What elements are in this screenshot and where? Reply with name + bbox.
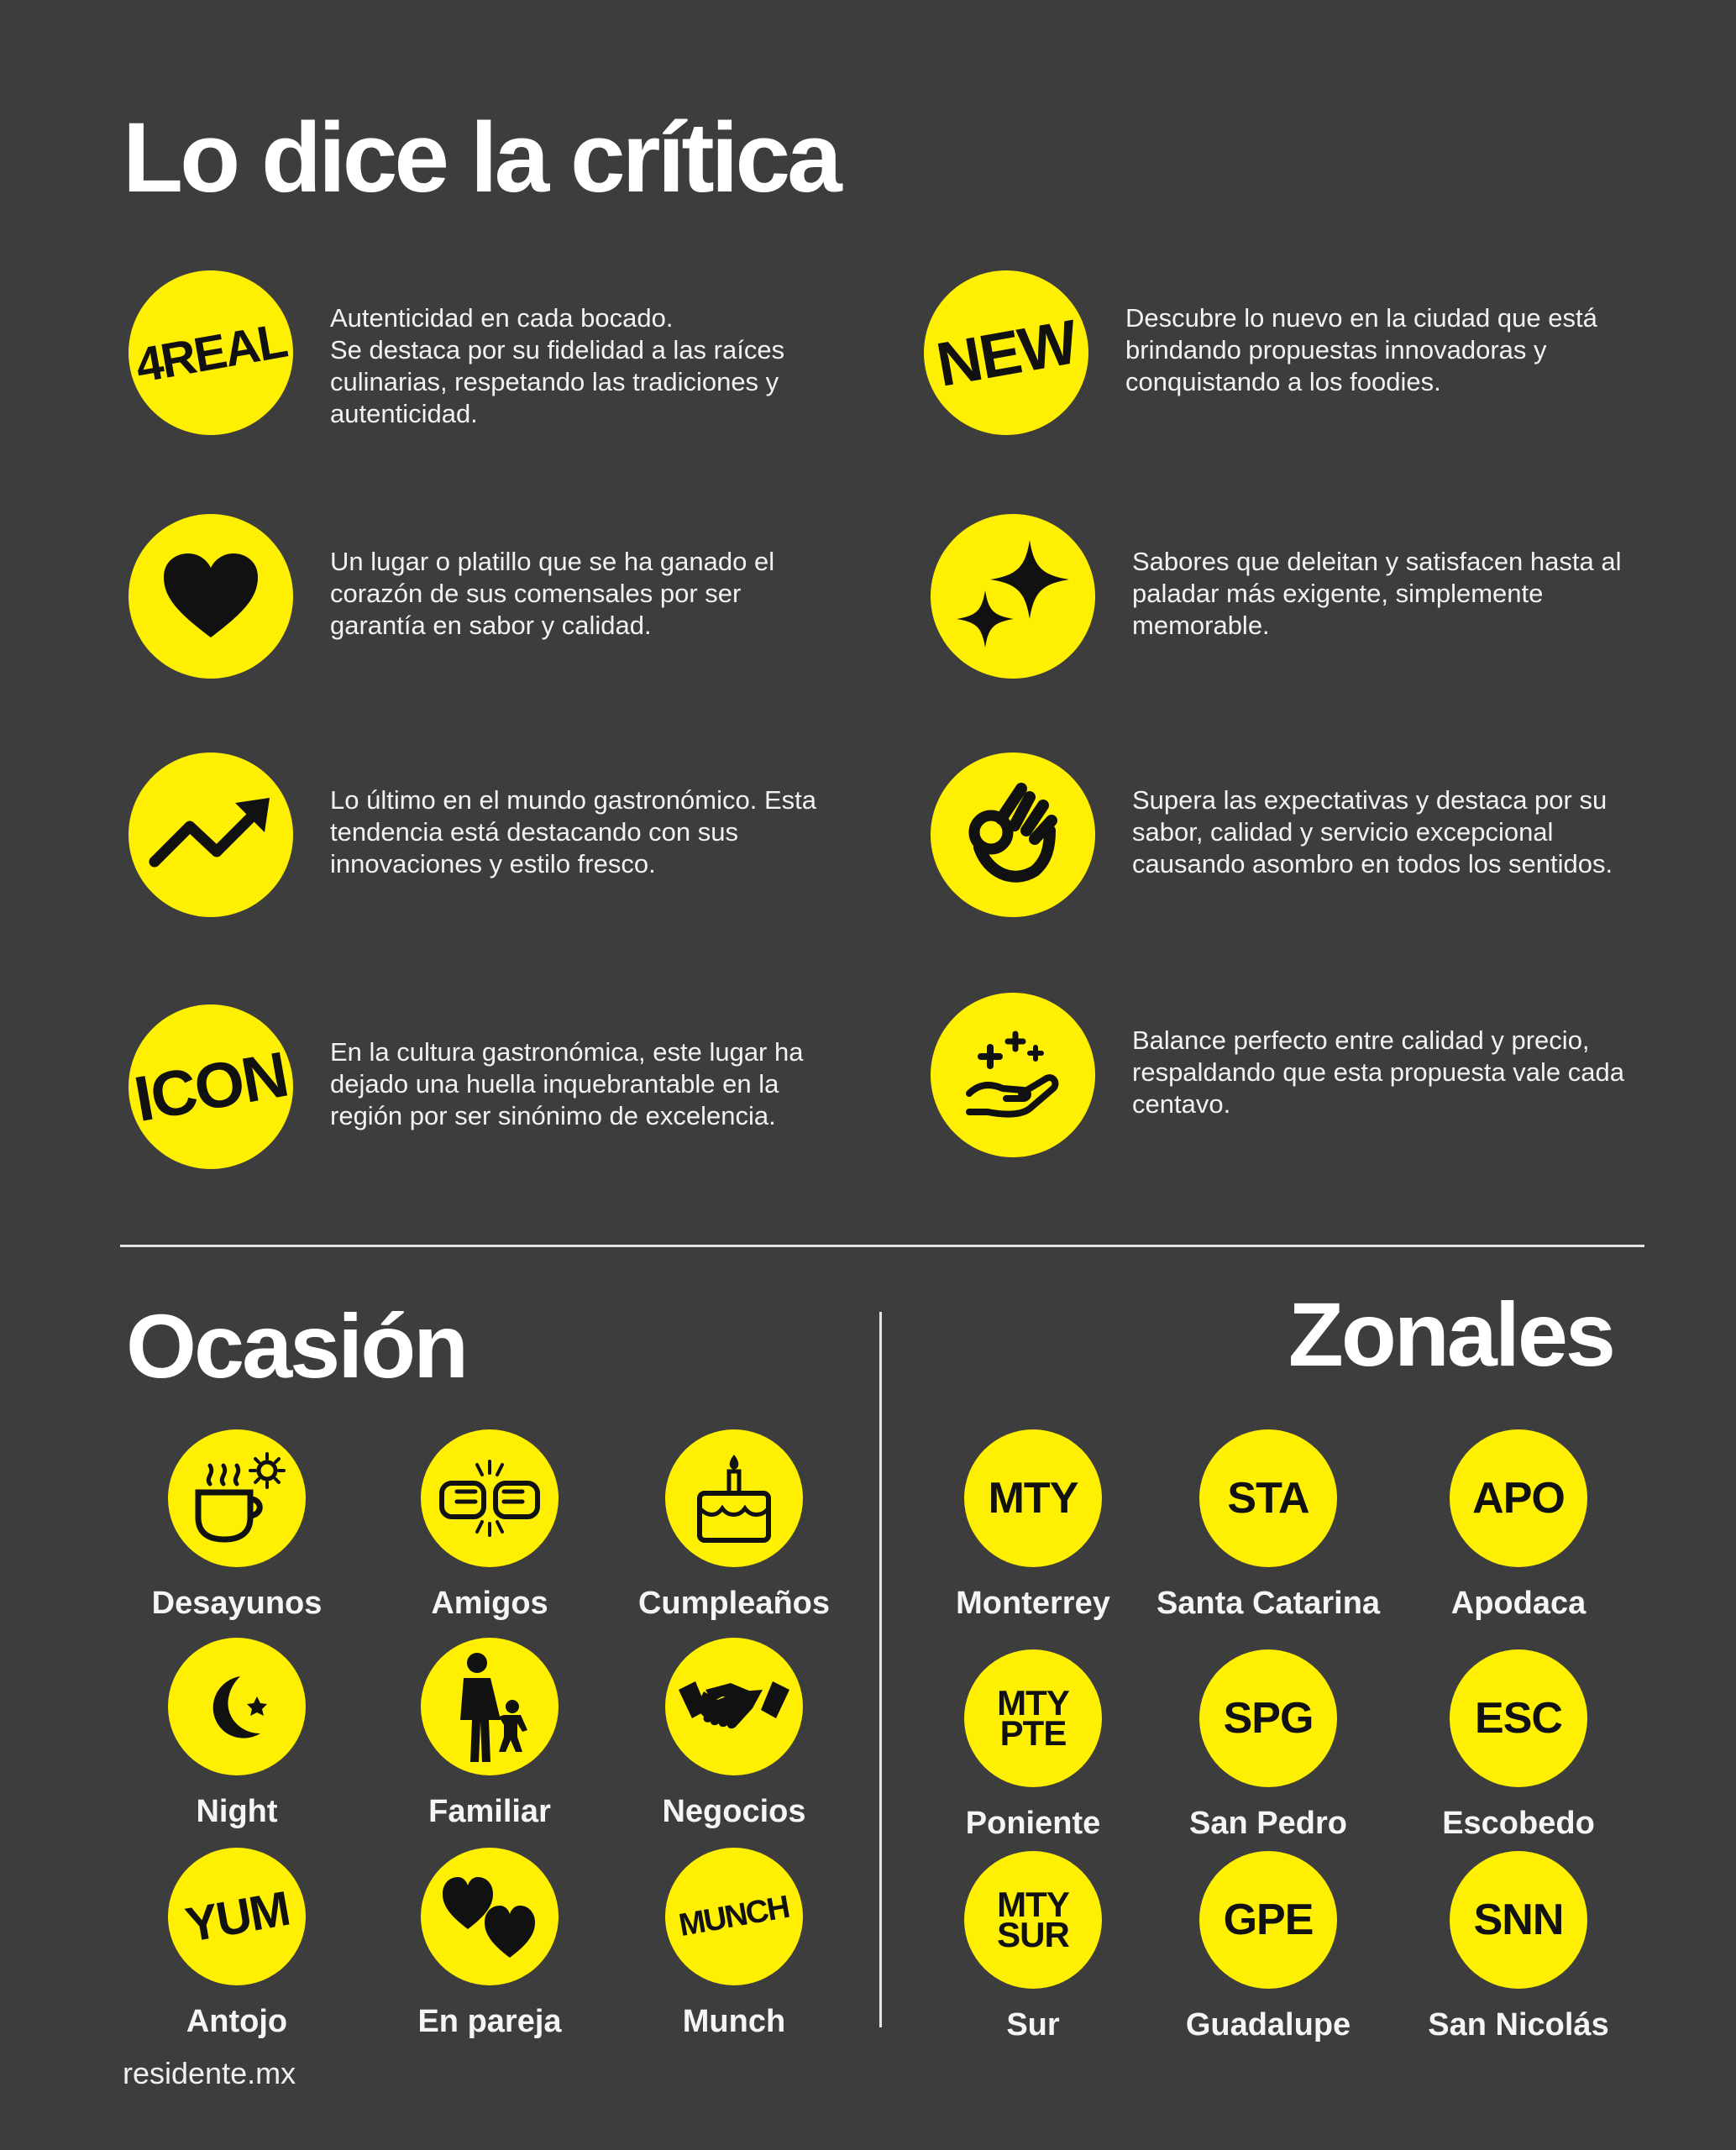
ok-hand-icon — [931, 752, 1095, 917]
moon-star-icon — [168, 1638, 306, 1775]
zona-item-guadalupe: GPE Guadalupe — [1151, 1851, 1386, 2053]
critica-item-trending: Lo último en el mundo gastronómico. Esta… — [128, 752, 884, 920]
zona-code-badge: SPG — [1199, 1649, 1337, 1787]
critica-description: Lo último en el mundo gastronómico. Esta… — [330, 785, 816, 878]
zona-label: San Pedro — [1189, 1806, 1347, 1841]
zonales-title: Zonales — [1288, 1283, 1616, 1385]
section-divider — [120, 1245, 1644, 1247]
heart-icon — [128, 514, 293, 679]
zona-item-san-pedro: SPG San Pedro — [1151, 1649, 1386, 1851]
critica-description: Sabores que deleitan y satisfacen hasta … — [1132, 547, 1622, 640]
ocasion-label: Familiar — [428, 1794, 551, 1829]
critica-description: En la cultura gastronómica, este lugar h… — [330, 1037, 804, 1130]
critica-item-4real: 4REAL Autenticidad en cada bocado. Se de… — [128, 270, 884, 438]
zona-label: Guadalupe — [1185, 2007, 1351, 2042]
ocasion-title: Ocasión — [126, 1295, 469, 1397]
trending-up-icon — [128, 752, 293, 917]
ocasion-item-amigos: Amigos — [372, 1429, 607, 1631]
ocasion-label: Desayunos — [151, 1586, 323, 1621]
ocasion-item-familiar: Familiar — [372, 1638, 607, 1839]
zona-item-escobedo: ESC Escobedo — [1401, 1649, 1636, 1851]
page-title: Lo dice la crítica — [123, 102, 842, 213]
ocasion-label: Night — [196, 1794, 278, 1829]
zona-item-santa-catarina: STA Santa Catarina — [1151, 1429, 1386, 1631]
zona-label: Apodaca — [1450, 1586, 1587, 1621]
critica-item-hand-sparkles: Balance perfecto entre calidad y precio,… — [931, 993, 1686, 1161]
zona-code-badge: APO — [1450, 1429, 1587, 1567]
zona-item-monterrey: MTY Monterrey — [915, 1429, 1151, 1631]
critica-item-heart: Un lugar o platillo que se ha ganado el … — [128, 514, 884, 682]
zona-code-badge: MTY SUR — [964, 1851, 1102, 1989]
critica-item-new: NEW Descubre lo nuevo en la ciudad que e… — [924, 270, 1680, 438]
ocasion-label: En pareja — [417, 2004, 562, 2039]
hand-sparkles-icon — [931, 993, 1095, 1157]
sparkles-icon — [931, 514, 1095, 679]
ocasion-item-night: Night — [119, 1638, 354, 1839]
zona-label: Monterrey — [956, 1586, 1110, 1621]
ocasion-item-antojo: YUM Antojo — [119, 1848, 354, 2049]
munch-badge-icon: MUNCH — [665, 1848, 803, 1985]
critica-item-icon: ICON En la cultura gastronómica, este lu… — [128, 1004, 884, 1172]
handshake-icon — [665, 1638, 803, 1775]
critica-description: Descubre lo nuevo en la ciudad que está … — [1125, 303, 1597, 396]
ocasion-item-cumpleanos: Cumpleaños — [616, 1429, 852, 1631]
critica-description: Balance perfecto entre calidad y precio,… — [1132, 1025, 1624, 1119]
family-icon — [421, 1638, 559, 1775]
zona-item-sur: MTY SUR Sur — [915, 1851, 1151, 2053]
icon-badge-icon: ICON — [128, 1004, 293, 1169]
ocasion-item-negocios: Negocios — [616, 1638, 852, 1839]
zona-label: Escobedo — [1442, 1806, 1595, 1841]
zona-label: Sur — [1006, 2007, 1060, 2042]
new-badge-icon: NEW — [924, 270, 1088, 435]
zona-item-poniente: MTY PTE Poniente — [915, 1649, 1151, 1851]
zona-item-apodaca: APO Apodaca — [1401, 1429, 1636, 1631]
birthday-cake-icon — [665, 1429, 803, 1567]
zona-code-badge: SNN — [1450, 1851, 1587, 1989]
4real-badge-icon: 4REAL — [128, 270, 293, 435]
critica-item-ok-hand: Supera las expectativas y destaca por su… — [931, 752, 1686, 920]
column-divider — [879, 1312, 882, 2027]
two-hearts-icon — [421, 1848, 559, 1985]
zona-code-badge: MTY PTE — [964, 1649, 1102, 1787]
yum-badge-icon: YUM — [168, 1848, 306, 1985]
critica-description: Supera las expectativas y destaca por su… — [1132, 785, 1613, 878]
ocasion-item-desayunos: Desayunos — [119, 1429, 354, 1631]
ocasion-label: Antojo — [186, 2004, 288, 2039]
zona-label: San Nicolás — [1428, 2007, 1609, 2042]
zona-item-san-nicolas: SNN San Nicolás — [1401, 1851, 1636, 2053]
fist-bump-icon — [421, 1429, 559, 1567]
ocasion-item-munch: MUNCH Munch — [616, 1848, 852, 2049]
zona-code-badge: ESC — [1450, 1649, 1587, 1787]
ocasion-label: Cumpleaños — [637, 1586, 831, 1621]
footer-site-link[interactable]: residente.mx — [123, 2056, 296, 2090]
critica-item-sparkles: Sabores que deleitan y satisfacen hasta … — [931, 514, 1686, 682]
ocasion-label: Negocios — [662, 1794, 806, 1829]
ocasion-label: Munch — [682, 2004, 786, 2039]
critica-description: Autenticidad en cada bocado. Se destaca … — [330, 303, 785, 428]
ocasion-item-en-pareja: En pareja — [372, 1848, 607, 2049]
zona-code-badge: MTY — [964, 1429, 1102, 1567]
zona-label: Santa Catarina — [1156, 1586, 1381, 1621]
zona-code-badge: STA — [1199, 1429, 1337, 1567]
ocasion-label: Amigos — [431, 1586, 548, 1621]
zona-code-badge: GPE — [1199, 1851, 1337, 1989]
coffee-sun-icon — [168, 1429, 306, 1567]
zona-label: Poniente — [965, 1806, 1101, 1841]
critica-description: Un lugar o platillo que se ha ganado el … — [330, 547, 775, 640]
